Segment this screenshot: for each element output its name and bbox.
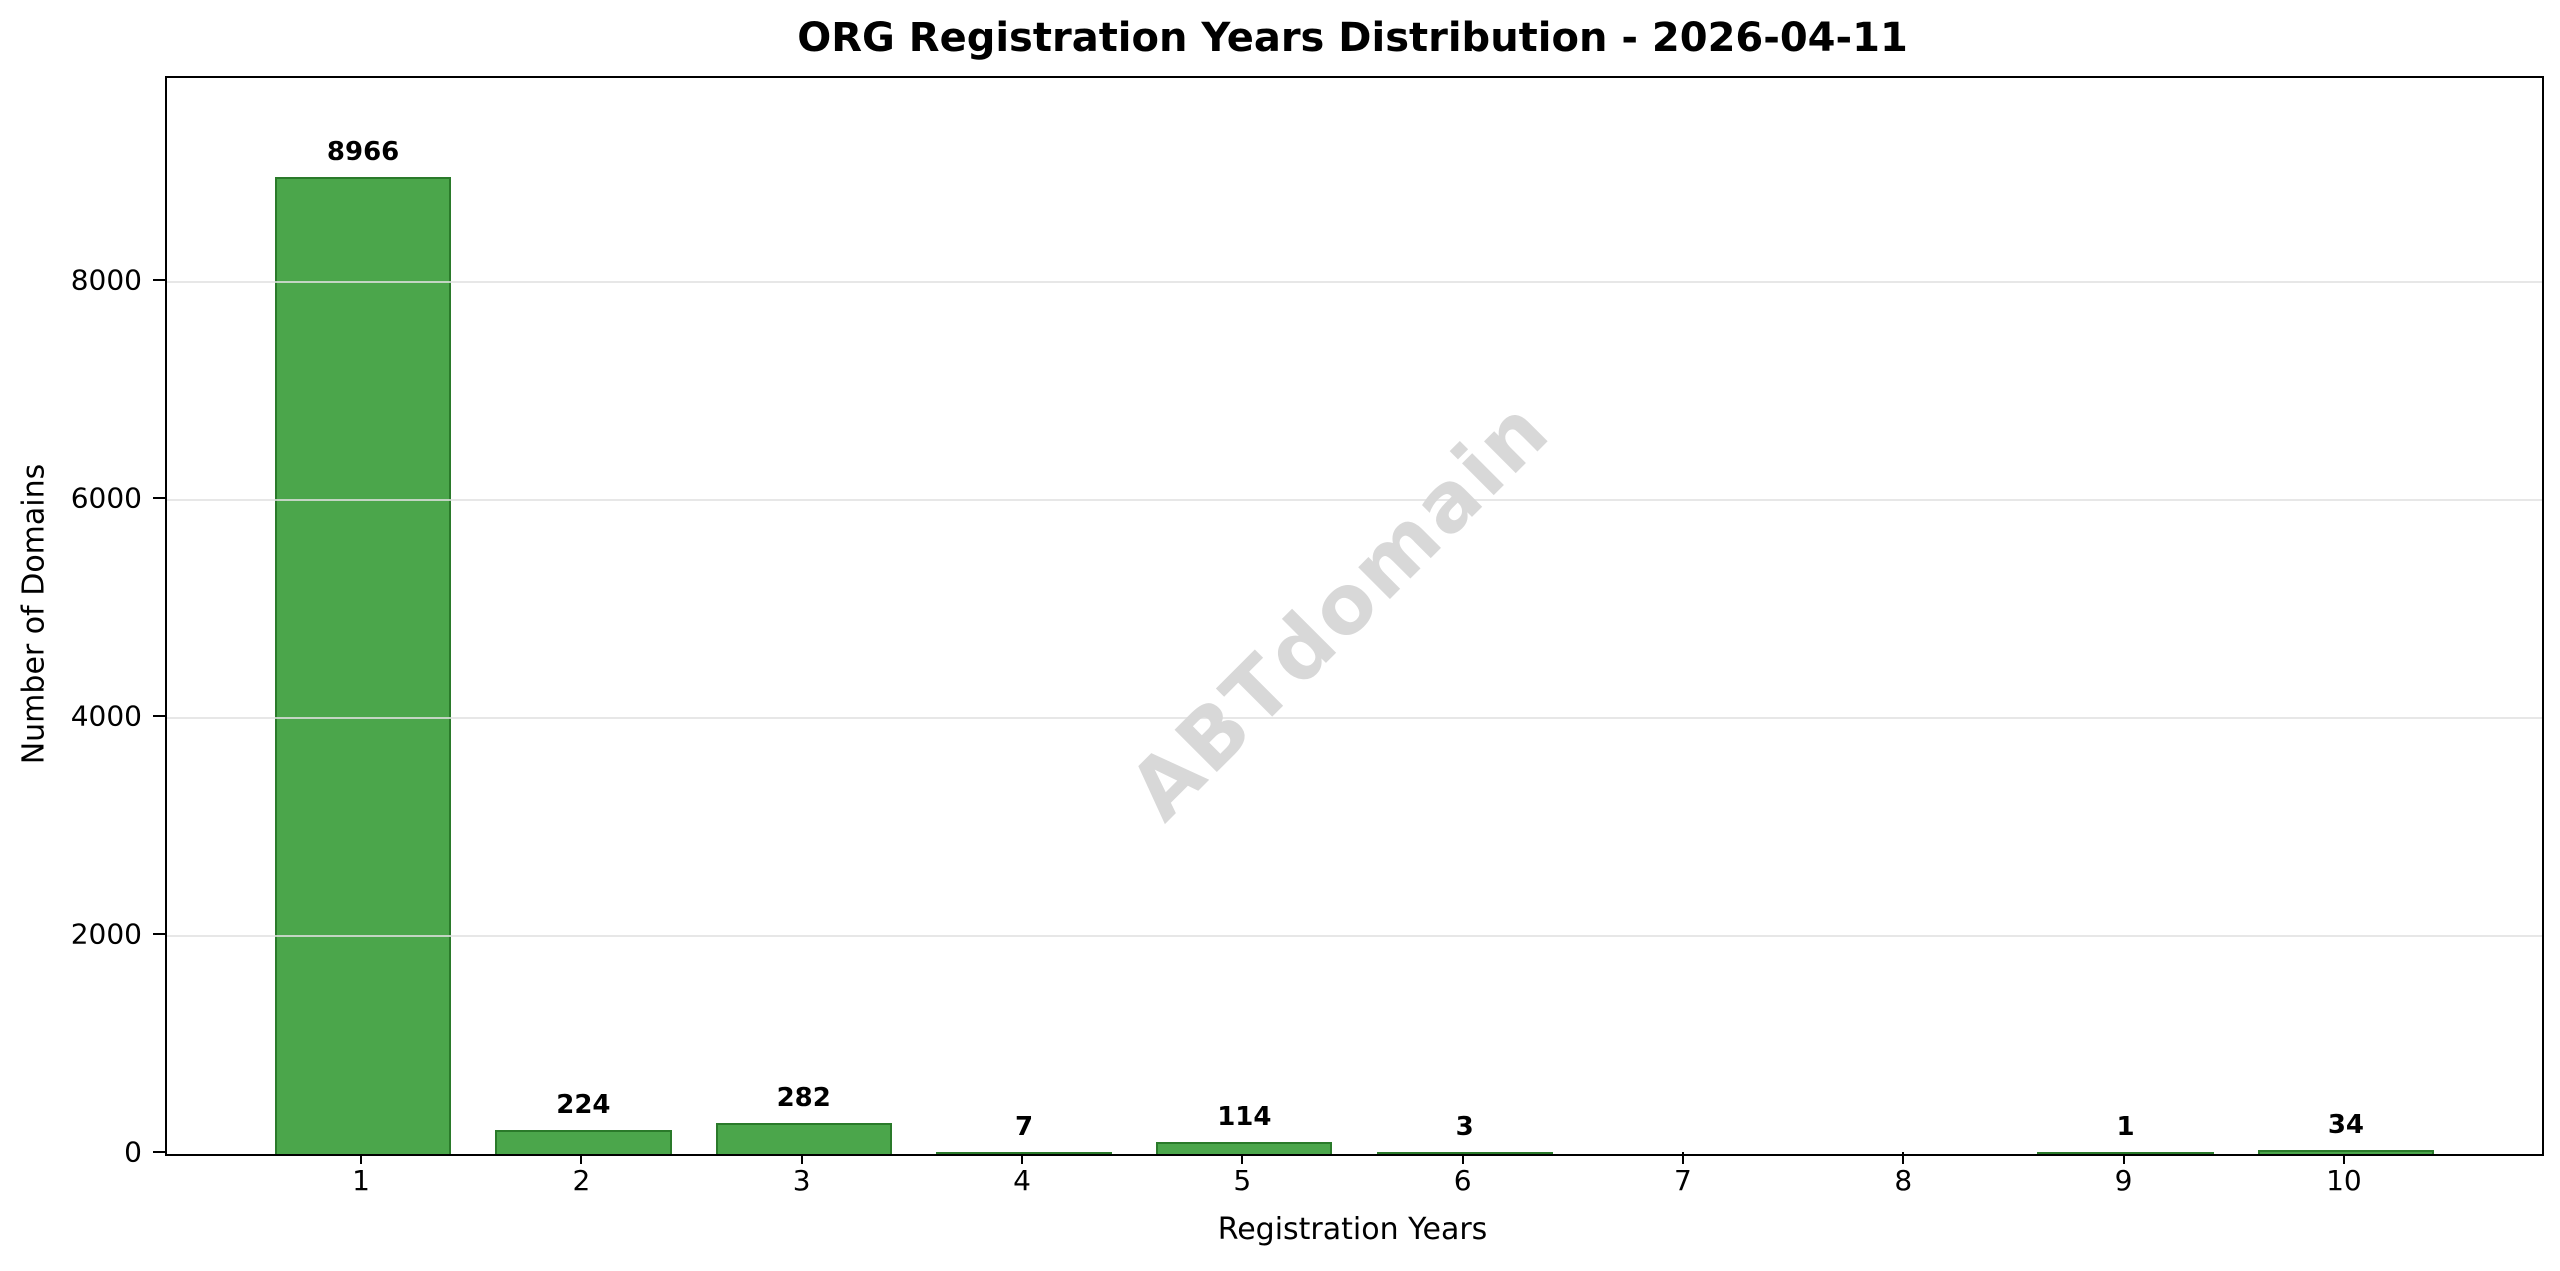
x-tick-mark xyxy=(2122,1152,2125,1164)
bar-year-5 xyxy=(1156,1141,1333,1154)
x-tick-mark xyxy=(1902,1152,1905,1164)
x-tick-mark xyxy=(1681,1152,1684,1164)
y-tick-label: 2000 xyxy=(70,917,142,951)
x-tick-label: 1 xyxy=(352,1164,370,1197)
x-tick-mark xyxy=(1241,1152,1244,1164)
x-tick-label: 6 xyxy=(1453,1164,1472,1197)
x-tick-mark xyxy=(1461,1152,1464,1164)
x-tick-label: 4 xyxy=(1013,1164,1031,1197)
bar-value-label: 224 xyxy=(556,1089,611,1120)
y-tick-mark xyxy=(153,1151,165,1153)
y-tick-label: 6000 xyxy=(70,481,142,515)
bar-value-label: 34 xyxy=(2327,1110,2364,1141)
bar-value-label: 8966 xyxy=(326,136,400,167)
x-tick-label: 7 xyxy=(1674,1164,1692,1197)
y-tick-mark xyxy=(153,496,165,499)
x-tick-mark xyxy=(1021,1152,1024,1164)
plot-area: 8966 224 282 7 114 3 1 34 xyxy=(165,76,2544,1156)
x-tick-mark xyxy=(2342,1152,2345,1164)
bar-year-10 xyxy=(2257,1150,2435,1154)
y-gridline xyxy=(167,498,2542,501)
bar-year-4 xyxy=(935,1152,1113,1154)
x-tick-mark xyxy=(800,1152,803,1164)
bar-value-label: 7 xyxy=(1014,1112,1034,1142)
x-axis-label: Registration Years xyxy=(1217,1212,1488,1247)
y-tick-mark xyxy=(153,278,165,281)
y-gridline xyxy=(167,280,2542,283)
bar-year-2 xyxy=(495,1129,672,1154)
bar-year-1 xyxy=(274,176,452,1154)
y-gridline xyxy=(167,934,2542,937)
x-tick-label: 10 xyxy=(2326,1164,2362,1197)
x-tick-label: 9 xyxy=(2114,1164,2133,1197)
chart-title: ORG Registration Years Distribution - 20… xyxy=(797,15,1908,61)
bar-year-3 xyxy=(715,1123,892,1154)
bar-value-label: 114 xyxy=(1217,1101,1272,1132)
y-axis-label: Number of Domains xyxy=(16,463,52,765)
y-tick-label: 8000 xyxy=(70,263,142,297)
y-gridline xyxy=(167,716,2542,719)
x-tick-label: 5 xyxy=(1233,1164,1252,1197)
x-tick-mark xyxy=(580,1152,583,1164)
y-tick-label: 0 xyxy=(124,1135,142,1169)
x-tick-label: 8 xyxy=(1894,1164,1913,1197)
bar-year-6 xyxy=(1376,1152,1553,1154)
y-tick-mark xyxy=(153,714,165,717)
bar-value-label: 1 xyxy=(2116,1112,2135,1142)
bar-value-label: 3 xyxy=(1455,1112,1474,1142)
x-tick-label: 2 xyxy=(572,1164,591,1197)
y-tick-label: 4000 xyxy=(70,699,142,733)
bar-year-9 xyxy=(2037,1152,2214,1154)
x-tick-label: 3 xyxy=(792,1164,811,1197)
bar-value-label: 282 xyxy=(776,1083,831,1114)
x-tick-mark xyxy=(360,1152,363,1164)
y-tick-mark xyxy=(153,932,165,935)
